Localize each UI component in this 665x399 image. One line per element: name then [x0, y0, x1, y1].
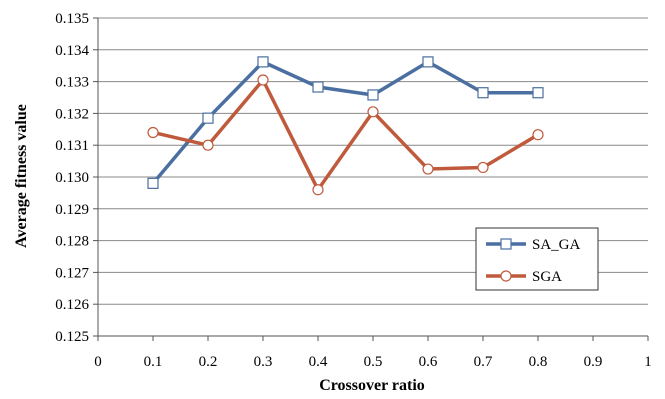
legend-swatch-marker [500, 270, 512, 282]
x-tick-label: 0.5 [364, 354, 383, 370]
x-tick-label: 0.2 [199, 354, 218, 370]
x-tick-label: 1 [644, 354, 652, 370]
legend-box [475, 227, 599, 291]
y-tick-label: 0.135 [55, 11, 89, 27]
y-tick-label: 0.128 [55, 234, 89, 250]
y-tick-label: 0.132 [55, 106, 89, 122]
y-tick-label: 0.130 [55, 170, 89, 186]
x-tick-label: 0.8 [529, 354, 548, 370]
y-tick-label: 0.126 [55, 297, 89, 313]
series-sga [147, 74, 544, 196]
legend-swatch-marker [500, 238, 512, 250]
data-point [477, 161, 489, 174]
data-point [147, 177, 159, 189]
legend-label: SGA [532, 269, 562, 285]
axes [93, 17, 649, 341]
y-tick-label: 0.127 [55, 265, 89, 281]
x-tick-labels: 0 0.1 0.2 0.3 0.4 0.5 0.6 0.7 0.8 0.9 1 [94, 354, 652, 370]
data-point [367, 106, 379, 118]
data-point [367, 89, 379, 101]
x-tick-label: 0.7 [474, 354, 493, 370]
data-point [312, 81, 324, 93]
data-point [532, 87, 544, 99]
data-point [257, 56, 269, 68]
series-sa-ga [147, 56, 544, 189]
legend-label: SA_GA [532, 237, 581, 253]
data-series [147, 56, 544, 196]
x-tick-label: 0.3 [254, 354, 273, 370]
y-tick-label: 0.129 [55, 202, 89, 218]
data-point [532, 129, 544, 141]
series-line [151, 60, 538, 185]
series-line [152, 78, 539, 192]
data-point [312, 184, 324, 196]
y-tick-label: 0.131 [55, 138, 89, 154]
grid-lines [98, 17, 648, 305]
x-tick-label: 0.1 [144, 354, 163, 370]
x-tick-label: 0.4 [309, 354, 328, 370]
x-tick-label: 0.9 [584, 354, 603, 370]
data-point [147, 126, 159, 139]
data-point [422, 163, 434, 175]
x-tick-label: 0 [94, 354, 102, 370]
y-tick-labels: 0.125 0.126 0.127 0.128 0.129 0.130 0.131 0.132… [55, 11, 89, 345]
y-tick-label: 0.125 [55, 329, 89, 345]
legend: SA_GA SGA [475, 227, 599, 291]
data-point [202, 139, 214, 151]
y-tick-label: 0.134 [55, 43, 89, 59]
y-axis-title: Average fitness value [13, 104, 30, 248]
y-tick-label: 0.133 [55, 75, 89, 91]
x-tick-label: 0.6 [419, 354, 438, 370]
data-point [202, 112, 214, 124]
data-point [257, 74, 269, 86]
x-axis-title: Crossover ratio [319, 377, 425, 394]
data-point [477, 87, 489, 99]
data-point [422, 56, 434, 68]
